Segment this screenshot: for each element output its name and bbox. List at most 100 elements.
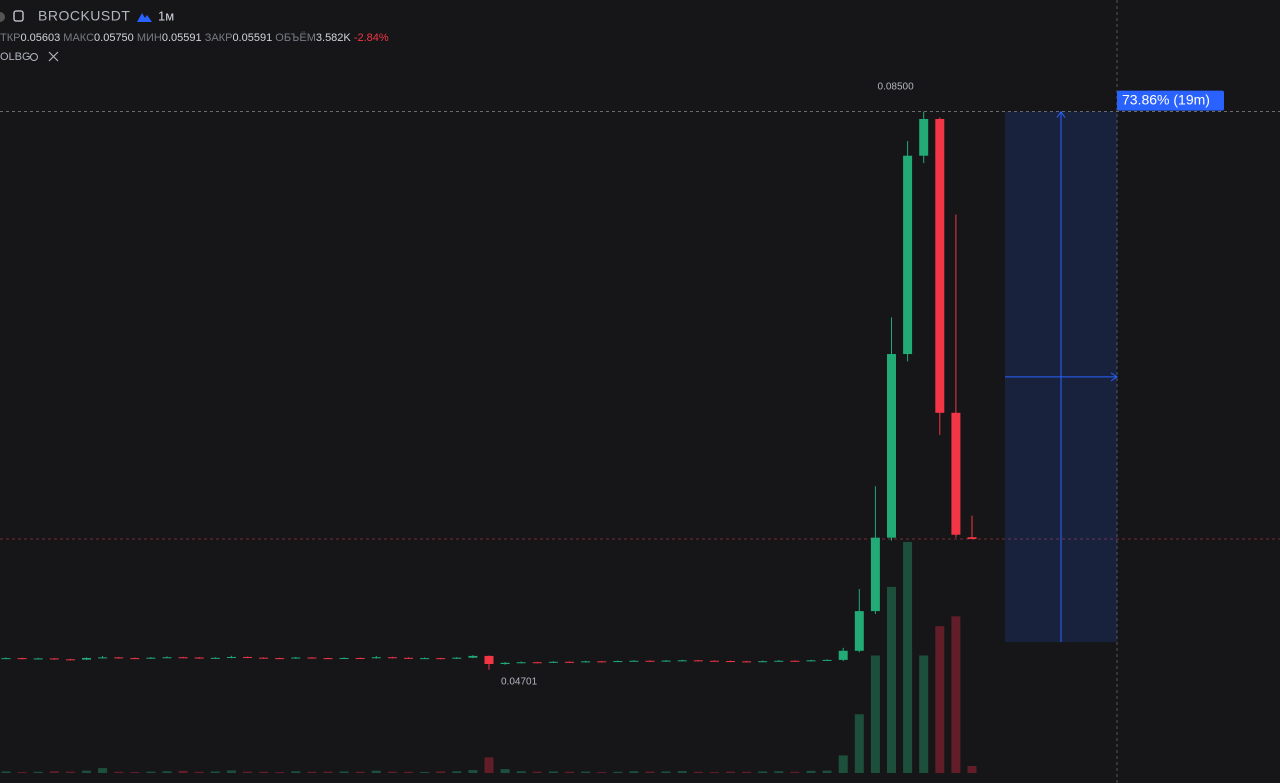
ohlc-value: 0.05603 [20, 32, 60, 44]
volume-bar [693, 771, 703, 773]
volume-bar [967, 765, 977, 773]
volume-bar [178, 770, 188, 773]
volume-bar [291, 771, 301, 773]
candle-body [275, 658, 285, 660]
ohlc-label: МИН [137, 32, 162, 44]
volume-bar [323, 771, 333, 773]
ohlc-label: ТКР [0, 32, 20, 44]
close-icon[interactable] [48, 51, 59, 62]
volume-bar [806, 770, 816, 773]
interval[interactable]: 1м [158, 8, 174, 23]
candle-body [693, 660, 703, 662]
candle-body [887, 354, 896, 538]
candle-body [581, 661, 591, 663]
candle-body [951, 412, 961, 535]
candle-body [822, 659, 832, 661]
volume-bar [243, 771, 252, 773]
volume-bar [822, 770, 832, 773]
icon [0, 12, 5, 22]
volume-bar [65, 771, 75, 773]
indicator[interactable]: OLBG [0, 51, 31, 63]
volume-bar [645, 771, 655, 773]
candle-body [500, 662, 510, 665]
volume-bar [436, 771, 446, 773]
volume-bar [146, 771, 156, 773]
volume-bar [98, 768, 108, 773]
header: BROCKUSDT 1м ТКР0.05603 МАКС0.05750 МИН0… [0, 8, 389, 63]
candle-body [323, 658, 333, 660]
low-label: 0.04701 [501, 676, 538, 687]
candle-body [935, 118, 945, 413]
candle-body [291, 657, 301, 659]
ohlc-label: ЗАКР [205, 32, 233, 44]
ohlc-value: 0.05591 [162, 32, 202, 44]
candle-body [742, 661, 752, 663]
candle-body [114, 657, 124, 659]
volume-bar [355, 771, 365, 773]
volume-bar [677, 771, 687, 773]
candle-body [629, 660, 639, 662]
candle-body [532, 662, 542, 664]
volume-bar [516, 771, 526, 773]
copy-icon[interactable] [13, 10, 24, 22]
candle-body [548, 661, 558, 663]
volume-bar [307, 771, 317, 773]
volume-bar [838, 755, 848, 773]
eye-icon[interactable] [30, 53, 38, 61]
volume-bar [951, 616, 961, 773]
candle-body [49, 658, 59, 660]
candle-body [709, 660, 719, 662]
candle-body [65, 659, 75, 661]
exchange-icon [137, 13, 152, 22]
candle-body [758, 661, 768, 663]
candle-body [259, 657, 269, 659]
volume-bar [33, 771, 43, 773]
candle-body [870, 537, 880, 612]
candle-body [774, 660, 784, 662]
ohlc-legend: ТКР0.05603 МАКС0.05750 МИН0.05591 ЗАКР0.… [0, 32, 389, 44]
volume-bar [1, 771, 11, 773]
volume-bar [613, 771, 623, 773]
candle-body [146, 657, 156, 659]
candle-body [194, 657, 204, 659]
ohlc-label: МАКС [63, 32, 94, 44]
volume-bar [548, 771, 558, 773]
volume-bar [597, 772, 607, 773]
volume-bar [162, 771, 172, 773]
candle-body [661, 660, 671, 662]
candle-body [33, 658, 43, 660]
candle-body [516, 662, 526, 664]
candle-body [82, 657, 91, 660]
candle-body [790, 660, 800, 662]
candle-body [565, 661, 574, 663]
candle-body [404, 657, 413, 659]
candle-body [806, 660, 816, 662]
symbol[interactable]: BROCKUSDT [38, 8, 130, 24]
volume-bar [581, 771, 591, 773]
volume-bar [919, 655, 929, 773]
candle-body [903, 155, 913, 355]
candle-body [339, 657, 349, 659]
candle-body [452, 657, 462, 659]
candle-body [307, 657, 317, 659]
arrow-head [1110, 372, 1118, 382]
volume-bar [404, 771, 413, 773]
volume-bar [49, 771, 59, 773]
ohlc-value: 0.05750 [94, 32, 134, 44]
volume-bar [387, 771, 397, 773]
volume-bar [774, 771, 784, 773]
volume-bar [130, 772, 140, 773]
volume-bar [629, 771, 639, 773]
candle-body [468, 655, 478, 658]
volume-bar [935, 626, 945, 773]
ohlc-label: ОБЪЁМ [275, 32, 316, 44]
volume-bar [484, 757, 494, 773]
volume-bar [452, 771, 462, 773]
volume-bar [870, 655, 880, 773]
ohlc-value: 3.582K [316, 32, 352, 44]
candle-body [98, 657, 108, 659]
